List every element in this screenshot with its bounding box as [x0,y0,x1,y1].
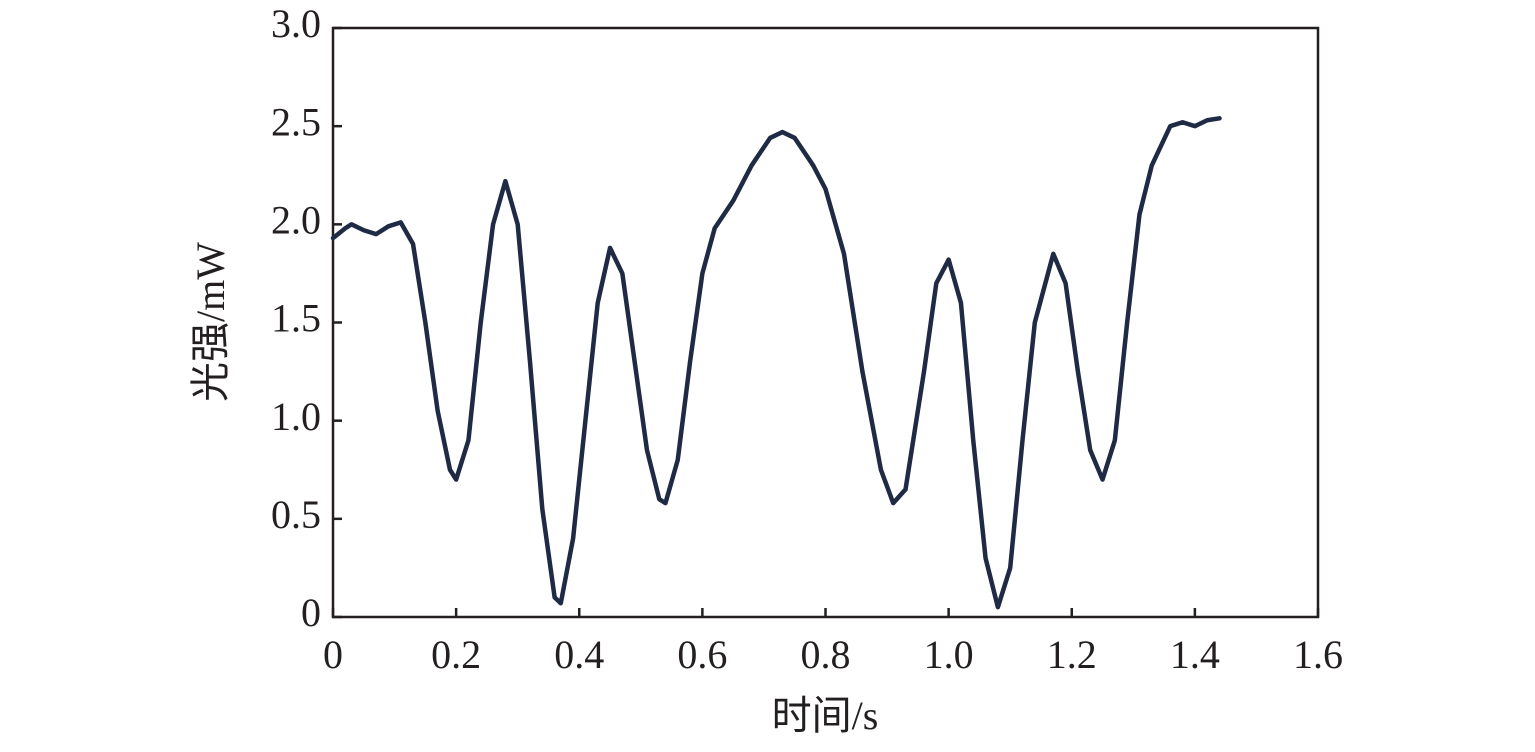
x-tick-label: 0.4 [554,632,604,677]
x-tick-label: 1.2 [1047,632,1097,677]
x-tick-label: 0.8 [801,632,851,677]
y-tick-label: 1.5 [271,296,321,341]
y-tick-label: 0.5 [271,492,321,537]
x-tick-label: 1.4 [1170,632,1220,677]
y-axis-label: 光强/mW [188,242,233,402]
y-tick-label: 1.0 [271,394,321,439]
x-tick-label: 0.6 [677,632,727,677]
x-tick-label: 1.6 [1293,632,1343,677]
y-tick-label: 3.0 [271,1,321,46]
x-tick-label: 0.2 [431,632,481,677]
y-tick-label: 0 [301,590,321,635]
data-line [330,116,1222,610]
y-tick-label: 2.5 [271,99,321,144]
x-tick-label: 0 [323,632,343,677]
x-axis-label: 时间/s [772,693,879,738]
y-tick-label: 2.0 [271,198,321,243]
x-tick-label: 1.0 [924,632,974,677]
